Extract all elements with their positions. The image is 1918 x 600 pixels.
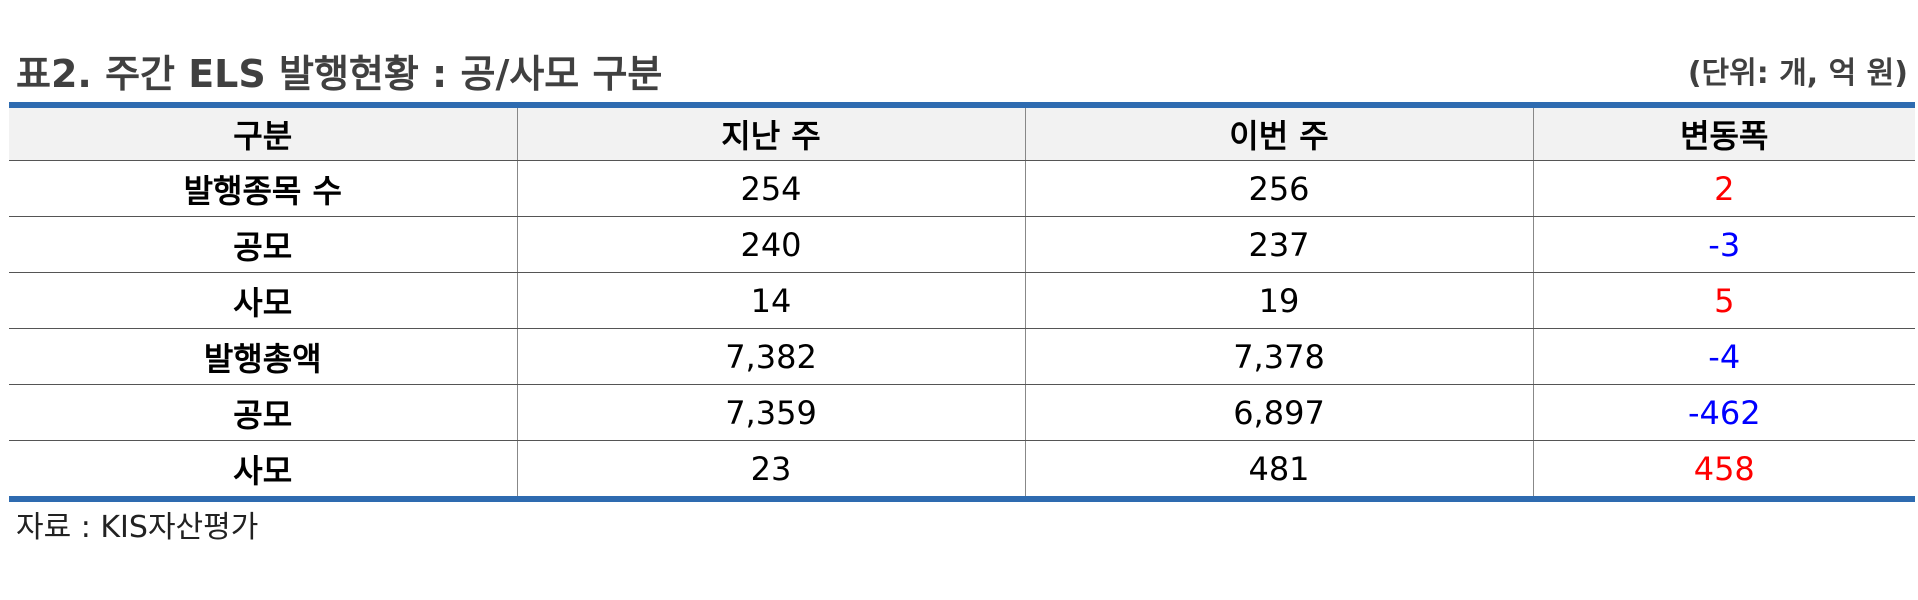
cell-last-week: 240 — [516, 216, 1026, 273]
table-row: 발행종목 수 254 256 2 — [9, 160, 1915, 217]
header-category: 구분 — [9, 105, 518, 161]
cell-this-week: 6,897 — [1024, 384, 1534, 441]
table-title: 표2. 주간 ELS 발행현황 : 공/사모 구분 — [16, 51, 663, 96]
els-issuance-table: 구분 지난 주 이번 주 변동폭 발행종목 수 254 256 2 공모 240… — [9, 102, 1915, 502]
cell-change: 458 — [1532, 440, 1915, 499]
cell-this-week: 256 — [1024, 160, 1534, 217]
header-this-week: 이번 주 — [1024, 105, 1534, 161]
cell-this-week: 481 — [1024, 440, 1534, 499]
table-row: 공모 240 237 -3 — [9, 216, 1915, 273]
table-row: 사모 14 19 5 — [9, 272, 1915, 329]
cell-change: 2 — [1532, 160, 1915, 217]
row-label: 사모 — [9, 440, 518, 499]
table-row: 공모 7,359 6,897 -462 — [9, 384, 1915, 441]
cell-last-week: 254 — [516, 160, 1026, 217]
cell-this-week: 7,378 — [1024, 328, 1534, 385]
row-label: 공모 — [9, 384, 518, 441]
row-label: 공모 — [9, 216, 518, 273]
cell-change: 5 — [1532, 272, 1915, 329]
unit-note: (단위: 개, 억 원) — [1687, 56, 1908, 91]
row-label: 사모 — [9, 272, 518, 329]
cell-last-week: 7,382 — [516, 328, 1026, 385]
cell-change: -4 — [1532, 328, 1915, 385]
header-row: 구분 지난 주 이번 주 변동폭 — [9, 105, 1915, 161]
cell-change: -3 — [1532, 216, 1915, 273]
cell-last-week: 14 — [516, 272, 1026, 329]
row-label: 발행종목 수 — [9, 160, 518, 217]
source-note: 자료 : KIS자산평가 — [16, 510, 259, 545]
table-row: 발행총액 7,382 7,378 -4 — [9, 328, 1915, 385]
header-last-week: 지난 주 — [516, 105, 1026, 161]
row-label: 발행총액 — [9, 328, 518, 385]
cell-last-week: 7,359 — [516, 384, 1026, 441]
header-change: 변동폭 — [1532, 105, 1915, 161]
cell-this-week: 19 — [1024, 272, 1534, 329]
cell-this-week: 237 — [1024, 216, 1534, 273]
table-row: 사모 23 481 458 — [9, 440, 1915, 499]
cell-change: -462 — [1532, 384, 1915, 441]
title-row: 표2. 주간 ELS 발행현황 : 공/사모 구분 (단위: 개, 억 원) — [16, 46, 1908, 96]
cell-last-week: 23 — [516, 440, 1026, 499]
